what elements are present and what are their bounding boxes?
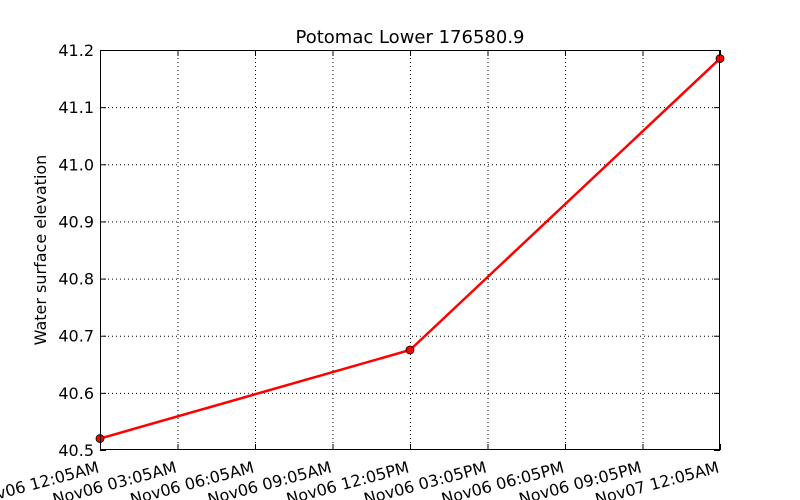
y-axis-label: Water surface elevation (31, 155, 50, 346)
y-tick-label: 40.5 (58, 441, 94, 460)
y-tick-label: 40.9 (58, 212, 94, 231)
series-layer (95, 54, 725, 443)
data-point (405, 345, 415, 355)
chart-title: Potomac Lower 176580.9 (295, 27, 524, 48)
y-tick-label: 40.7 (58, 327, 94, 346)
grid-layer (100, 50, 721, 451)
y-tick-label: 40.8 (58, 270, 94, 289)
plot-frame (100, 50, 720, 450)
y-tick-label: 40.6 (58, 384, 94, 403)
y-tick-label: 41.2 (58, 41, 94, 60)
y-tick-label: 41.1 (58, 98, 94, 117)
y-tick-labels: 40.5 40.6 40.7 40.8 40.9 41.0 41.1 41.2 (58, 41, 94, 460)
series-line (99, 57, 721, 440)
y-tick-label: 41.0 (58, 155, 94, 174)
